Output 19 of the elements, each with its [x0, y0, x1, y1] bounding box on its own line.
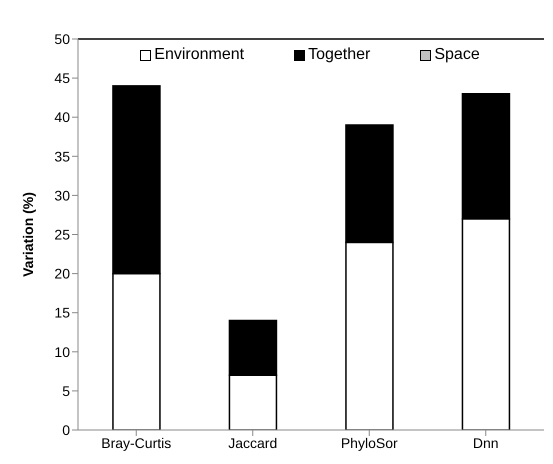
- y-axis-title: Variation (%): [20, 192, 36, 277]
- y-tick-label: 5: [62, 382, 70, 399]
- x-tick-label: Bray-Curtis: [101, 434, 172, 451]
- legend-label: Together: [294, 46, 370, 64]
- legend-label: Space: [420, 46, 480, 64]
- y-tick-label: 25: [54, 226, 70, 242]
- y-tick-label: 30: [54, 187, 70, 204]
- x-tick-label: Jaccard: [228, 434, 278, 451]
- x-tick-label: PhyloSor: [340, 434, 398, 451]
- y-tick-label: 50: [54, 30, 70, 47]
- y-tick-label: 15: [54, 304, 70, 321]
- x-tick-label: Dnn: [472, 434, 499, 451]
- y-tick-label: 35: [54, 148, 70, 164]
- y-tick-label: 0: [62, 422, 70, 438]
- y-tick-label: 20: [54, 266, 70, 282]
- y-tick-label: 10: [54, 344, 70, 360]
- y-tick-label: 40: [54, 109, 70, 126]
- y-tick-label: 45: [54, 70, 70, 86]
- legend-label: Environment: [140, 46, 244, 64]
